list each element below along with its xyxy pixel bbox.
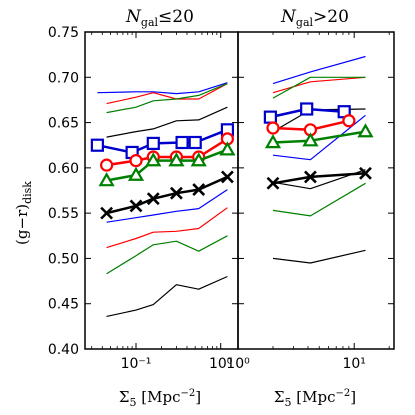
data-point-square (188, 135, 202, 150)
x-tick-label: 10⁰ (209, 356, 233, 372)
series-line-thin (106, 207, 228, 249)
left-panel-title-suffix: ≤20 (158, 7, 194, 27)
data-point-x (304, 170, 317, 184)
series-line-thin (272, 55, 366, 85)
series-line-thin (272, 182, 366, 217)
series-line-main (97, 128, 228, 154)
right-panel-title-suffix: >20 (313, 7, 349, 27)
x-axis-label-right: Σ5 [Mpc−2] (274, 388, 356, 409)
x-tick-label: 10⁻¹ (121, 356, 152, 372)
data-point-x (359, 166, 372, 180)
data-point-square (263, 110, 277, 124)
series-line-thin (97, 82, 228, 95)
right-panel-title: Ngal>20 (280, 7, 349, 29)
data-point-square (300, 102, 314, 116)
left-panel-title: Ngal≤20 (125, 7, 194, 29)
data-point-circle (100, 158, 114, 172)
data-point-triangle (190, 152, 207, 167)
series-line-thin (106, 275, 228, 317)
x-axis-label-left: Σ5 [Mpc−2] (119, 388, 201, 409)
data-point-x (220, 170, 234, 184)
x-axis-label-left-exp: −2 (180, 388, 195, 399)
data-point-circle (266, 121, 280, 135)
series-line-thin (106, 83, 228, 114)
series-line-thin (272, 114, 366, 161)
series-line-thin (106, 235, 228, 275)
y-tick-label: 0.75 (48, 25, 79, 41)
data-point-x-stroke (304, 170, 317, 184)
y-axis-label: (g−r)disk (13, 181, 34, 245)
left-panel: 0.40 0.45 0.50 0.55 0.60 0.65 0.70 0.75 10⁻¹ 10⁰ (48, 25, 239, 372)
y-tick-label: 0.65 (48, 116, 79, 132)
y-tick-label: 0.70 (48, 70, 79, 86)
series-line-thin (106, 189, 228, 223)
x-axis-label-left-close: ] (195, 388, 201, 406)
right-panel-title-prefix: N (280, 7, 297, 27)
plot-frame (84, 31, 239, 350)
x-axis-label-left-unit: [Mpc (137, 388, 181, 406)
y-tick-label: 0.40 (48, 342, 79, 358)
data-point-x-stroke (266, 176, 280, 190)
series-line-main (272, 130, 366, 144)
plot-frame (237, 31, 395, 350)
data-point-square (175, 135, 189, 150)
data-point-triangle (168, 152, 185, 167)
data-point-x-stroke (146, 192, 160, 206)
x-axis-label-right-sub: 5 (285, 396, 292, 409)
data-point-triangle (219, 141, 236, 156)
data-point-x (266, 176, 280, 190)
series-line-thin (272, 76, 366, 99)
left-panel-title-prefix: N (125, 7, 142, 27)
data-point-x-stroke (192, 183, 206, 197)
y-tick-label: 0.55 (48, 206, 79, 222)
y-tick-label: 0.50 (48, 251, 79, 267)
data-point-triangle (302, 132, 319, 147)
data-point-x-stroke (129, 199, 143, 213)
x-axis-label-left-sub: 5 (130, 396, 137, 409)
right-panel: 10⁰ 10¹ (226, 31, 395, 372)
series-line-main (106, 148, 228, 182)
x-axis-label-right-exp: −2 (335, 388, 350, 399)
series-line-main (106, 175, 228, 215)
series-line-thin (272, 76, 366, 94)
series-line-thin (106, 83, 228, 105)
data-point-triangle (357, 123, 374, 138)
data-point-triangle (127, 166, 145, 181)
x-tick-label: 10⁰ (226, 356, 250, 372)
data-point-square (146, 136, 160, 151)
x-tick-label: 10¹ (342, 356, 365, 372)
data-point-x-stroke (100, 206, 114, 220)
y-tick-label: 0.60 (48, 161, 79, 177)
data-point-x-stroke (220, 170, 234, 184)
data-point-circle (342, 114, 356, 128)
y-axis-label-main: (g−r) (13, 204, 31, 245)
series-line-thin (272, 169, 366, 190)
series-line-thin (272, 249, 366, 264)
series-line-main (272, 172, 366, 185)
x-axis-label-right-unit: [Mpc (292, 388, 336, 406)
left-panel-title-sub: gal (141, 16, 159, 29)
right-panel-title-sub: gal (296, 16, 314, 29)
data-point-triangle (98, 172, 115, 187)
x-axis-label-right-main: Σ (274, 388, 285, 406)
x-axis-label-right-close: ] (350, 388, 356, 406)
data-point-x-stroke (169, 186, 183, 200)
data-point-x (146, 192, 160, 206)
y-tick-label: 0.45 (48, 297, 79, 313)
data-point-triangle (264, 134, 282, 149)
series-line-thin (106, 106, 228, 138)
data-point-triangle (145, 152, 162, 167)
data-point-x-stroke (359, 166, 372, 180)
data-point-x (192, 183, 206, 197)
data-point-x (129, 199, 143, 213)
data-point-square (90, 138, 104, 152)
data-point-x (169, 186, 183, 200)
data-point-circle (129, 154, 143, 168)
y-axis-label-sub: disk (21, 181, 34, 204)
data-point-x (100, 206, 114, 220)
x-axis-label-left-main: Σ (119, 388, 130, 406)
